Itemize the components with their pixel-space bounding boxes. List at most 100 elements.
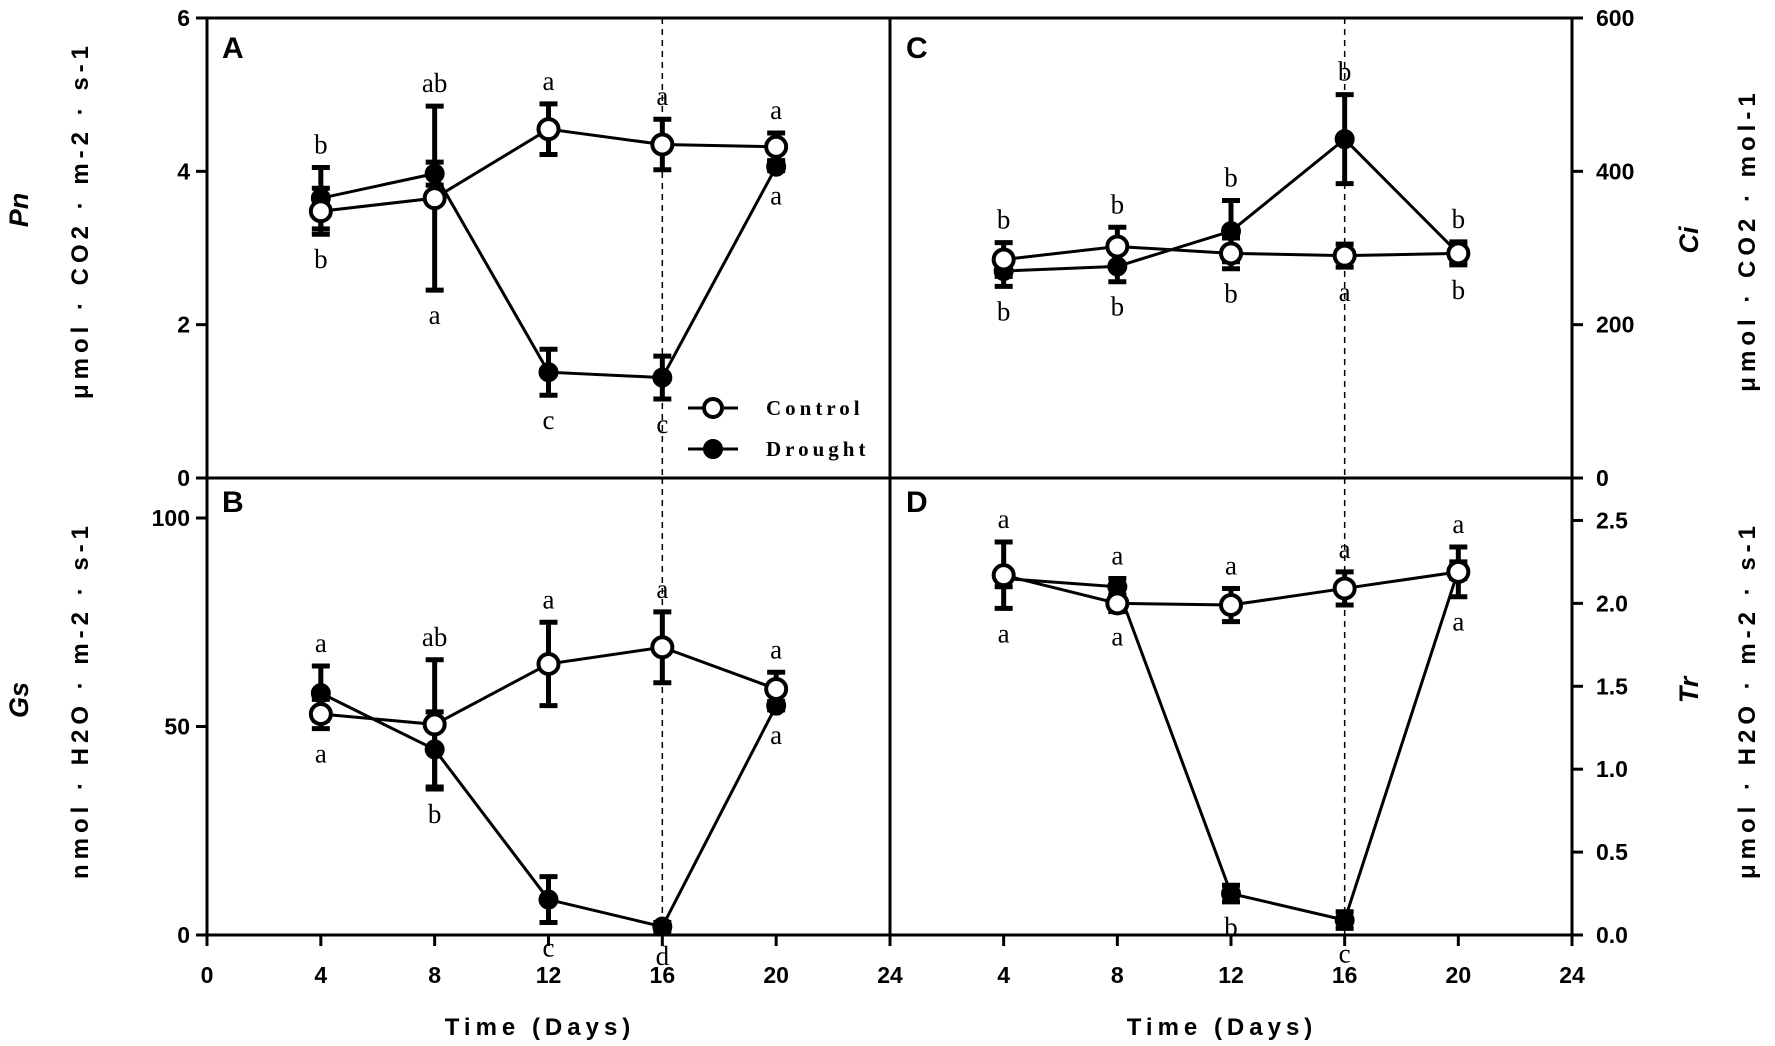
y-axis-var-d-group: Tr <box>1674 675 1704 703</box>
drought-sig-letter-a: a <box>770 181 782 211</box>
y-tick-label-c: 400 <box>1596 158 1634 184</box>
control-sig-letter-a: b <box>314 244 328 274</box>
y-tick-label-d: 0.0 <box>1596 922 1628 948</box>
drought-sig-letter-c: b <box>1224 162 1238 192</box>
y-tick-label-a: 4 <box>177 158 190 184</box>
control-point-c <box>1105 234 1130 259</box>
y-axis-var-a: Pn <box>4 193 34 228</box>
drought-sig-letter-c: b <box>1452 275 1466 305</box>
control-point-a <box>536 117 561 142</box>
control-sig-letter-a: a <box>429 300 441 330</box>
control-sig-letter-a: a <box>770 95 782 125</box>
control-sig-letter-b: a <box>315 739 327 769</box>
y-axis-unit-a: μmol · CO2 · m-2 · s-1 <box>67 41 94 399</box>
legend-drought-label: Drought <box>766 437 869 461</box>
y-axis-unit-c: μmol · CO2 · mol-1 <box>1734 88 1761 391</box>
x-tick-label: 8 <box>1111 962 1124 988</box>
y-axis-unit-b: nmol · H2O · m-2 · s-1 <box>67 521 94 879</box>
control-point-d <box>991 563 1016 588</box>
drought-point-d <box>1334 910 1355 931</box>
y-axis-unit-c-group: μmol · CO2 · mol-1 <box>1734 88 1761 391</box>
y-tick-label-d: 2.0 <box>1596 590 1628 616</box>
x-tick-label: 24 <box>877 962 903 988</box>
drought-sig-letter-c: b <box>1338 57 1352 87</box>
drought-sig-letter-c: b <box>1111 292 1125 322</box>
control-point-a <box>764 134 789 159</box>
y-axis-var-b: Gs <box>4 682 34 718</box>
y-tick-label-c: 600 <box>1596 5 1634 31</box>
control-point-b <box>536 651 561 676</box>
control-sig-letter-d: a <box>1339 534 1351 564</box>
y-tick-label-d: 0.5 <box>1596 839 1628 865</box>
drought-point-b <box>652 916 673 937</box>
drought-point-c <box>1334 129 1355 150</box>
drought-sig-letter-a: b <box>314 130 328 160</box>
y-axis-var-b-group: Gs <box>4 682 34 718</box>
drought-sig-letter-d: c <box>1339 938 1351 968</box>
drought-sig-letter-b: c <box>543 932 555 962</box>
plot-frame: 0 4 8 12 16 20 24 4 8 12 16 20 240246050100020040060… <box>152 5 1635 988</box>
x-tick-label: 4 <box>314 962 327 988</box>
control-sig-letter-a: a <box>656 81 668 111</box>
control-sig-letter-c: b <box>1224 279 1238 309</box>
control-point-d <box>1446 559 1471 584</box>
x-tick-label: 16 <box>1332 962 1358 988</box>
drought-sig-letter-c: b <box>997 296 1011 326</box>
y-tick-label-d: 2.5 <box>1596 507 1628 533</box>
control-sig-letter-c: b <box>997 205 1011 235</box>
drought-sig-letter-a: c <box>543 405 555 435</box>
control-sig-letter-c: a <box>1339 277 1351 307</box>
control-point-d <box>1105 591 1130 616</box>
y-axis-var-d: Tr <box>1674 675 1704 703</box>
drought-sig-letter-d: a <box>1452 509 1464 539</box>
y-axis-unit-d: μmol · H2O · m-2 · s-1 <box>1734 521 1761 879</box>
legend: Control Drought <box>688 396 869 461</box>
drought-sig-letter-b: a <box>315 628 327 658</box>
y-axis-var-c: Ci <box>1674 226 1704 253</box>
control-sig-letter-d: a <box>998 504 1010 534</box>
drought-sig-letter-a: ab <box>422 68 447 98</box>
drought-sig-letter-d: a <box>1111 540 1123 570</box>
control-point-b <box>308 701 333 726</box>
x-tick-label: 4 <box>997 962 1010 988</box>
panel-label-d: D <box>906 486 928 519</box>
y-tick-label-b: 0 <box>177 922 190 948</box>
y-tick-label-d: 1.5 <box>1596 673 1628 699</box>
control-point-a <box>650 132 675 157</box>
drought-point-a <box>538 362 559 383</box>
drought-point-c <box>1107 256 1128 277</box>
x-tick-label: 0 <box>201 962 214 988</box>
y-axis-var-a-group: Pn <box>4 193 34 228</box>
drought-point-b <box>424 739 445 760</box>
drought-point-a <box>424 163 445 184</box>
x-tick-label: 12 <box>536 962 562 988</box>
control-sig-letter-b: ab <box>422 622 447 652</box>
control-point-d <box>1219 593 1243 618</box>
drought-sig-letter-a: c <box>656 409 668 439</box>
control-sig-letter-b: a <box>770 634 782 664</box>
control-point-a <box>422 186 447 211</box>
panel-label-c: C <box>906 32 928 65</box>
legend-drought-marker <box>703 439 723 459</box>
drought-point-b <box>310 683 331 704</box>
y-tick-label-c: 0 <box>1596 465 1609 491</box>
y-tick-label-d: 1.0 <box>1596 756 1628 782</box>
control-sig-letter-c: b <box>1452 204 1466 234</box>
y-axis-var-c-group: Ci <box>1674 226 1704 253</box>
drought-sig-letter-b: d <box>656 941 670 971</box>
x-tick-label: 24 <box>1559 962 1585 988</box>
y-tick-label-a: 2 <box>177 312 190 338</box>
x-tick-label: 12 <box>1218 962 1244 988</box>
y-axis-unit-d-group: μmol · H2O · m-2 · s-1 <box>1734 521 1761 879</box>
y-tick-label-a: 6 <box>177 5 190 31</box>
x-tick-label: 20 <box>1446 962 1472 988</box>
drought-sig-letter-b: a <box>770 720 782 750</box>
legend-control-marker <box>702 397 724 419</box>
y-tick-label-b: 50 <box>164 714 190 740</box>
drought-sig-letter-d: b <box>1224 912 1238 942</box>
control-point-b <box>764 676 789 701</box>
drought-series-line-a <box>320 166 778 380</box>
control-point-c <box>1332 243 1357 268</box>
